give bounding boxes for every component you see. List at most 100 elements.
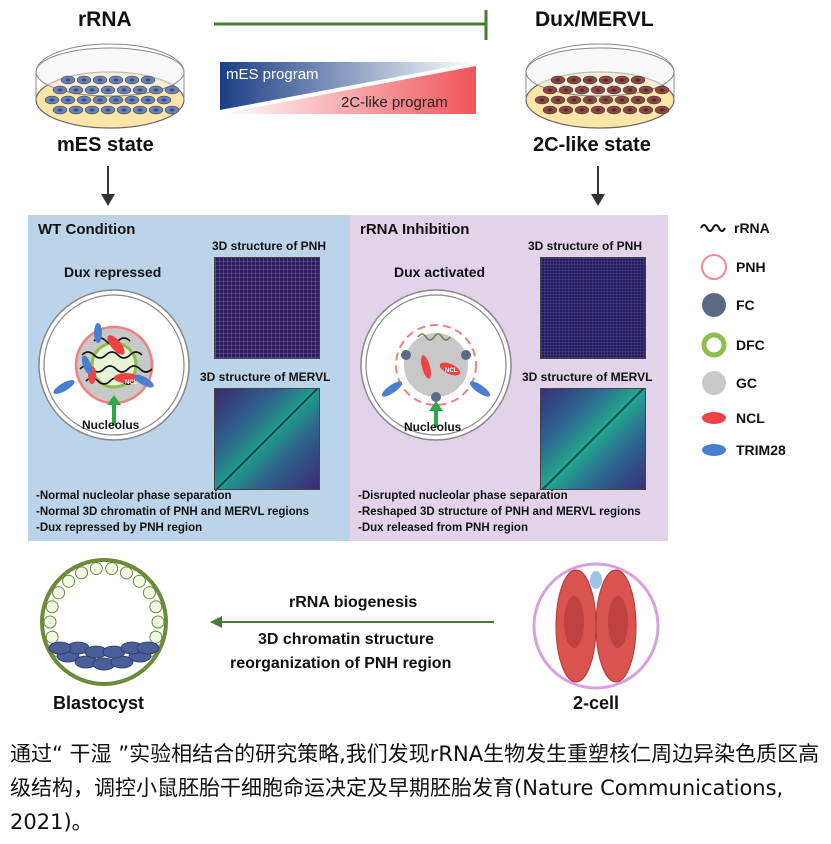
wt-note-3: -Dux repressed by PNH region [36, 522, 203, 534]
dish-cell-nucleus [137, 88, 143, 92]
dish-cell-nucleus [643, 88, 649, 92]
dish-cell-nucleus [627, 108, 633, 112]
dish-cell-nucleus [595, 108, 601, 112]
trophectoderm-cell [89, 562, 103, 576]
inhibition-pnh-label: 3D structure of PNH [528, 239, 643, 253]
dish-cell-nucleus [153, 108, 159, 112]
trophectoderm-cell [149, 630, 163, 644]
inhibition-pnh-heatmap [540, 257, 646, 359]
dish-cell-nucleus [105, 108, 111, 112]
trophectoderm-cell [105, 562, 119, 576]
red-ellipse-icon [702, 412, 726, 424]
wt-ncl-label: NCL [125, 380, 138, 386]
wt-mervl-label: 3D structure of MERVL [200, 370, 331, 384]
legend-trim28-label: TRIM28 [736, 442, 786, 458]
wt-pnh-heatmap [214, 257, 320, 359]
trophectoderm-cell [62, 574, 76, 588]
green-ring-icon [701, 332, 727, 358]
program-gradient [220, 62, 476, 114]
legend-trim28: TRIM28 [700, 440, 786, 460]
inhibition-note-2: -Reshaped 3D structure of PNH and MERVL … [358, 506, 641, 518]
dish-cell-nucleus [563, 108, 569, 112]
trophectoderm-cell [142, 586, 156, 600]
dish-cell-nucleus [129, 98, 135, 102]
wt-notes: -Normal nucleolar phase separation -Norm… [36, 488, 309, 536]
dish-cell-nucleus [635, 78, 641, 82]
dish-cell-nucleus [169, 108, 175, 112]
down-arrow-left-icon [101, 166, 115, 206]
dish-cell-nucleus [619, 78, 625, 82]
dish-cell-nucleus [603, 98, 609, 102]
trophectoderm-cell [45, 630, 59, 644]
dish-cell-nucleus [563, 88, 569, 92]
dish-cell-nucleus [97, 78, 103, 82]
dish-cell-nucleus [635, 98, 641, 102]
wt-note-2: -Normal 3D chromatin of PNH and MERVL re… [36, 506, 310, 518]
dish-cell-nucleus [547, 88, 553, 92]
legend-dfc: DFC [700, 331, 765, 359]
inhibition-note-3: -Dux released from PNH region [358, 522, 528, 534]
wavy-line-icon [700, 224, 726, 232]
trophectoderm-cell [52, 586, 66, 600]
legend-rrna-label: rRNA [734, 220, 770, 236]
dish-cell-nucleus [65, 98, 71, 102]
trophectoderm-cell [132, 574, 146, 588]
dish-cell-nucleus [169, 88, 175, 92]
dish-cell-nucleus [579, 88, 585, 92]
inhibition-panel-title: rRNA Inhibition [360, 221, 470, 238]
dish-cell-nucleus [555, 98, 561, 102]
dish-cell-nucleus [555, 78, 561, 82]
dish-cell-nucleus [145, 78, 151, 82]
dish-cell-nucleus [57, 88, 63, 92]
inner-cell-mass-cell [48, 641, 72, 655]
dish-cell-nucleus [627, 88, 633, 92]
figure-caption: 通过“ 干湿 ”实验相结合的研究策略,我们发现rRNA生物发生重塑核仁周边异染色… [10, 742, 820, 834]
dish-cell-nucleus [161, 98, 167, 102]
dish-cell-nucleus [539, 98, 545, 102]
twoc-dish [525, 43, 675, 129]
blastocyst-label: Blastocyst [53, 693, 145, 713]
trophectoderm-cell [45, 600, 59, 614]
wt-pnh-label: 3D structure of PNH [212, 239, 327, 253]
dish-cell-nucleus [73, 88, 79, 92]
dish-cell-nucleus [113, 98, 119, 102]
red-ring-icon [701, 254, 727, 280]
inhibition-note-1: -Disrupted nucleolar phase separation [358, 490, 568, 502]
inhibition-nucleus-diagram: NCL [360, 289, 512, 441]
dish-cell-nucleus [611, 108, 617, 112]
inhibition-mervl-label: 3D structure of MERVL [522, 370, 653, 384]
dish-cell-nucleus [113, 78, 119, 82]
dish-cell-nucleus [651, 98, 657, 102]
dish-cell-nucleus [97, 98, 103, 102]
dish-cell-nucleus [81, 78, 87, 82]
wt-nucleus-diagram: NCL [38, 289, 190, 441]
mes-program-label: mES program [226, 66, 319, 83]
trophectoderm-cell [151, 615, 165, 629]
dish-cell-nucleus [587, 78, 593, 82]
mes-dish [35, 43, 185, 129]
dish-cell-nucleus [571, 98, 577, 102]
wt-note-1: -Normal nucleolar phase separation [36, 490, 232, 502]
inhibition-ncl-label: NCL [445, 368, 458, 374]
dish-cell-nucleus [659, 88, 665, 92]
dish-cell-nucleus [73, 108, 79, 112]
dish-cell-nucleus [659, 108, 665, 112]
dish-cell-nucleus [571, 78, 577, 82]
down-arrow-right-icon [591, 166, 605, 206]
legend-fc: FC [700, 291, 755, 319]
dish-cell-nucleus [153, 88, 159, 92]
dish-cell-nucleus [105, 88, 111, 92]
mes-state-label: mES state [57, 134, 154, 156]
legend-pnh: PNH [700, 253, 766, 281]
wt-panel: WT Condition Dux repressed NCL Nucleolus… [28, 215, 350, 541]
wt-mervl-heatmap [214, 388, 320, 490]
legend-rrna: rRNA [700, 220, 770, 236]
left-arrow-icon [210, 616, 494, 628]
inhibition-mervl-heatmap [540, 388, 646, 490]
trophectoderm-cell [149, 600, 163, 614]
dish-cell-nucleus [579, 108, 585, 112]
legend-ncl: NCL [700, 408, 765, 428]
dish-cell-nucleus [145, 98, 151, 102]
inhibition-line-icon [214, 10, 488, 40]
legend-fc-label: FC [736, 297, 755, 313]
